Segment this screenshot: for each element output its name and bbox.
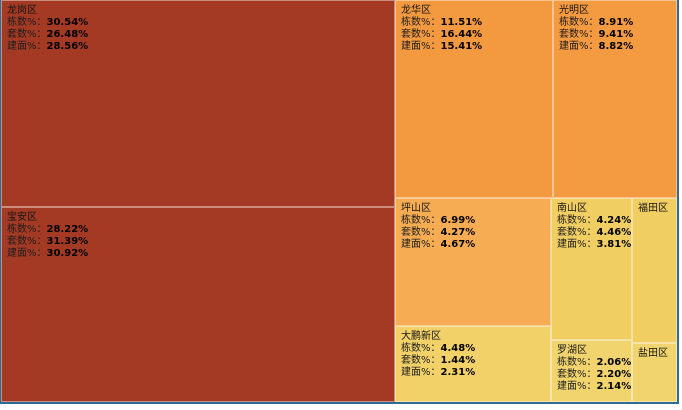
- metric-value: 6.99%: [440, 215, 476, 226]
- treemap-node-dapeng[interactable]: 大鹏新区 栋数%：4.48% 套数%：1.44% 建面%：2.31%: [395, 326, 551, 402]
- region-metric: 套数%：31.39%: [7, 236, 394, 248]
- metric-label: 套数%：: [559, 29, 599, 40]
- region-metric: 套数%：1.44%: [401, 355, 550, 367]
- metric-label: 建面%：: [7, 41, 47, 52]
- region-metric: 套数%：16.44%: [401, 29, 552, 41]
- region-title: 坪山区: [401, 203, 431, 214]
- region-metric: 栋数%：11.51%: [401, 17, 552, 29]
- metric-value: 4.46%: [596, 227, 632, 238]
- treemap-node-futian[interactable]: 福田区: [632, 198, 677, 343]
- region-metric: 建面%：8.82%: [559, 41, 676, 53]
- metric-label: 建面%：: [559, 41, 599, 52]
- metric-value: 3.81%: [596, 239, 632, 250]
- metric-label: 套数%：: [401, 227, 441, 238]
- region-metric: 套数%：9.41%: [559, 29, 676, 41]
- region-metric: 栋数%：8.91%: [559, 17, 676, 29]
- region-metric: 建面%：3.81%: [557, 239, 631, 251]
- treemap-node-baoan[interactable]: 宝安区 栋数%：28.22% 套数%：31.39% 建面%：30.92%: [1, 207, 395, 402]
- region-title: 龙华区: [401, 5, 431, 16]
- region-metric: 套数%：4.27%: [401, 227, 550, 239]
- metric-value: 4.48%: [440, 343, 476, 354]
- metric-value: 15.41%: [440, 41, 483, 52]
- metric-value: 9.41%: [598, 29, 634, 40]
- frame-border-left: [0, 0, 1, 403]
- region-title: 宝安区: [7, 212, 37, 223]
- metric-value: 2.31%: [440, 367, 476, 378]
- metric-label: 套数%：: [557, 369, 597, 380]
- metric-value: 30.54%: [46, 17, 89, 28]
- region-metric: 栋数%：30.54%: [7, 17, 394, 29]
- treemap-node-guangming[interactable]: 光明区 栋数%：8.91% 套数%：9.41% 建面%：8.82%: [553, 0, 677, 198]
- metric-label: 栋数%：: [557, 215, 597, 226]
- region-metric: 套数%：26.48%: [7, 29, 394, 41]
- region-metric: 套数%：4.46%: [557, 227, 631, 239]
- metric-value: 28.22%: [46, 224, 89, 235]
- metric-value: 11.51%: [440, 17, 483, 28]
- region-title: 南山区: [557, 203, 587, 214]
- treemap-node-nanshan[interactable]: 南山区 栋数%：4.24% 套数%：4.46% 建面%：3.81%: [551, 198, 632, 340]
- treemap-node-longgang[interactable]: 龙岗区 栋数%：30.54% 套数%：26.48% 建面%：28.56%: [1, 0, 395, 207]
- treemap-node-yantian[interactable]: 盐田区: [632, 343, 677, 402]
- region-metric: 建面%：30.92%: [7, 248, 394, 260]
- metric-label: 套数%：: [7, 29, 47, 40]
- region-metric: 建面%：2.14%: [557, 381, 631, 393]
- metric-value: 8.82%: [598, 41, 634, 52]
- metric-label: 套数%：: [401, 29, 441, 40]
- frame-border-bottom: [0, 402, 679, 404]
- region-title: 龙岗区: [7, 5, 37, 16]
- region-title: 大鹏新区: [401, 331, 441, 342]
- metric-value: 4.27%: [440, 227, 476, 238]
- metric-label: 建面%：: [557, 381, 597, 392]
- metric-value: 4.24%: [596, 215, 632, 226]
- metric-label: 套数%：: [7, 236, 47, 247]
- metric-label: 建面%：: [7, 248, 47, 259]
- treemap-node-luohu[interactable]: 罗湖区 栋数%：2.06% 套数%：2.20% 建面%：2.14%: [551, 340, 632, 402]
- metric-label: 栋数%：: [401, 17, 441, 28]
- metric-label: 栋数%：: [401, 343, 441, 354]
- metric-label: 栋数%：: [559, 17, 599, 28]
- region-metric: 栋数%：6.99%: [401, 215, 550, 227]
- metric-value: 16.44%: [440, 29, 483, 40]
- metric-label: 栋数%：: [401, 215, 441, 226]
- metric-label: 建面%：: [401, 41, 441, 52]
- region-metric: 套数%：2.20%: [557, 369, 631, 381]
- metric-label: 栋数%：: [7, 17, 47, 28]
- metric-value: 30.92%: [46, 248, 89, 259]
- region-title: 光明区: [559, 5, 589, 16]
- metric-value: 2.20%: [596, 369, 632, 380]
- metric-value: 31.39%: [46, 236, 89, 247]
- treemap-node-pingshan[interactable]: 坪山区 栋数%：6.99% 套数%：4.27% 建面%：4.67%: [395, 198, 551, 326]
- region-metric: 建面%：15.41%: [401, 41, 552, 53]
- metric-value: 2.14%: [596, 381, 632, 392]
- metric-value: 1.44%: [440, 355, 476, 366]
- region-metric: 栋数%：2.06%: [557, 357, 631, 369]
- region-metric: 栋数%：4.48%: [401, 343, 550, 355]
- metric-value: 28.56%: [46, 41, 89, 52]
- metric-value: 8.91%: [598, 17, 634, 28]
- region-metric: 栋数%：28.22%: [7, 224, 394, 236]
- metric-label: 建面%：: [557, 239, 597, 250]
- metric-label: 套数%：: [557, 227, 597, 238]
- metric-label: 栋数%：: [7, 224, 47, 235]
- frame-border-right: [677, 0, 679, 403]
- metric-label: 建面%：: [401, 367, 441, 378]
- region-title: 盐田区: [638, 348, 668, 359]
- metric-value: 4.67%: [440, 239, 476, 250]
- region-metric: 建面%：2.31%: [401, 367, 550, 379]
- region-metric: 建面%：28.56%: [7, 41, 394, 53]
- metric-value: 2.06%: [596, 357, 632, 368]
- region-metric: 建面%：4.67%: [401, 239, 550, 251]
- metric-label: 栋数%：: [557, 357, 597, 368]
- metric-label: 套数%：: [401, 355, 441, 366]
- region-metric: 栋数%：4.24%: [557, 215, 631, 227]
- metric-label: 建面%：: [401, 239, 441, 250]
- region-title: 福田区: [638, 203, 668, 214]
- metric-value: 26.48%: [46, 29, 89, 40]
- treemap-node-longhua[interactable]: 龙华区 栋数%：11.51% 套数%：16.44% 建面%：15.41%: [395, 0, 553, 198]
- region-title: 罗湖区: [557, 345, 587, 356]
